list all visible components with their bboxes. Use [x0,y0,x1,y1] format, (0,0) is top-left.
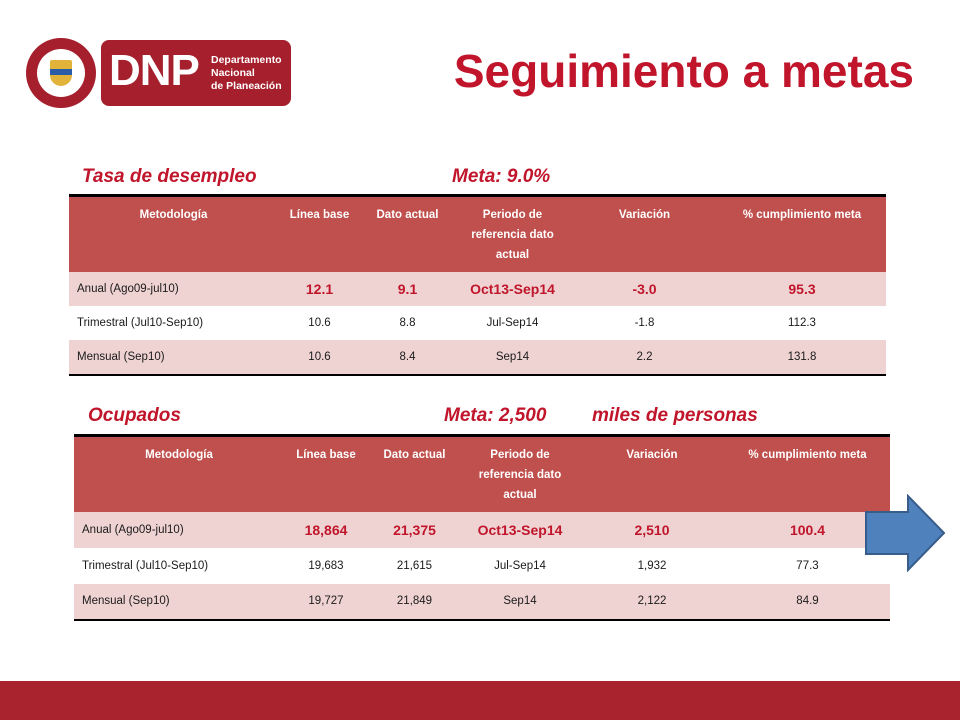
table-cell: Jul-Sep14 [461,547,579,584]
section1-label: Tasa de desempleo [82,166,257,187]
dnp-brand-box: DNP Departamento Nacional de Planeación [101,40,291,106]
colombia-seal-icon [26,38,96,108]
col-header-variacion: Variación [579,435,725,512]
col-header-cumplimiento: % cumplimiento meta [725,435,890,512]
table-cell: 2.2 [571,339,718,375]
table-cell: 84.9 [725,583,890,620]
table-cell: 95.3 [718,271,886,306]
section1-meta: Meta: 9.0% [452,166,551,187]
table-cell: 8.8 [361,305,454,340]
col-header-linea-base: Línea base [284,435,368,512]
col-header-metodologia: Metodología [69,195,278,272]
table-row: Mensual (Sep10) 19,727 21,849 Sep14 2,12… [74,583,890,620]
col-header-dato-actual: Dato actual [368,435,461,512]
footer-bar [0,681,960,720]
table-cell: 19,727 [284,583,368,620]
table-cell: 19,683 [284,547,368,584]
table-cell: 131.8 [718,339,886,375]
table-row: Mensual (Sep10) 10.6 8.4 Sep14 2.2 131.8 [69,339,886,375]
table-cell: 21,615 [368,547,461,584]
section2-unit: miles de personas [592,405,758,426]
table-cell: 77.3 [725,547,890,584]
table-cell: Sep14 [461,583,579,620]
col-header-periodo: Periodo de referencia dato actual [454,195,571,272]
col-header-periodo: Periodo de referencia dato actual [461,435,579,512]
table-cell: 8.4 [361,339,454,375]
table-cell: 9.1 [361,271,454,306]
col-header-variacion: Variación [571,195,718,272]
section2-label: Ocupados [88,405,181,426]
col-header-linea-base: Línea base [278,195,361,272]
table-cell: 1,932 [579,547,725,584]
table-row: Anual (Ago09-jul10) 12.1 9.1 Oct13-Sep14… [69,271,886,306]
table-row: Trimestral (Jul10-Sep10) 19,683 21,615 J… [74,547,890,584]
arrow-right-icon[interactable] [864,494,946,572]
table-cell: 21,849 [368,583,461,620]
table-row: Trimestral (Jul10-Sep10) 10.6 8.8 Jul-Se… [69,305,886,340]
table-cell: 12.1 [278,271,361,306]
table-cell: -1.8 [571,305,718,340]
col-header-cumplimiento: % cumplimiento meta [718,195,886,272]
table-cell: 2,510 [579,511,725,548]
col-header-dato-actual: Dato actual [361,195,454,272]
unemployment-table: Metodología Línea base Dato actual Perio… [69,194,886,376]
table-cell: Jul-Sep14 [454,305,571,340]
dnp-full-name: Departamento Nacional de Planeación [211,54,282,92]
table-cell: Oct13-Sep14 [461,511,579,548]
table-cell: Sep14 [454,339,571,375]
table-cell: 100.4 [725,511,890,548]
page-title: Seguimiento a metas [453,45,914,97]
table-cell: Mensual (Sep10) [69,339,278,375]
dnp-logo: DNP Departamento Nacional de Planeación [26,38,292,108]
table-cell: Anual (Ago09-jul10) [69,271,278,306]
dnp-brand: DNP [109,46,200,95]
employed-table: Metodología Línea base Dato actual Perio… [74,434,890,621]
section2-meta: Meta: 2,500 [444,405,547,426]
table-cell: 21,375 [368,511,461,548]
table-cell: 10.6 [278,339,361,375]
table-cell: Trimestral (Jul10-Sep10) [74,547,284,584]
table-cell: Anual (Ago09-jul10) [74,511,284,548]
table-cell: Oct13-Sep14 [454,271,571,306]
table-cell: 18,864 [284,511,368,548]
table-cell: 112.3 [718,305,886,340]
table-row: Anual (Ago09-jul10) 18,864 21,375 Oct13-… [74,511,890,548]
table-cell: Trimestral (Jul10-Sep10) [69,305,278,340]
table-cell: 2,122 [579,583,725,620]
table-cell: 10.6 [278,305,361,340]
table-cell: -3.0 [571,271,718,306]
col-header-metodologia: Metodología [74,435,284,512]
table-cell: Mensual (Sep10) [74,583,284,620]
